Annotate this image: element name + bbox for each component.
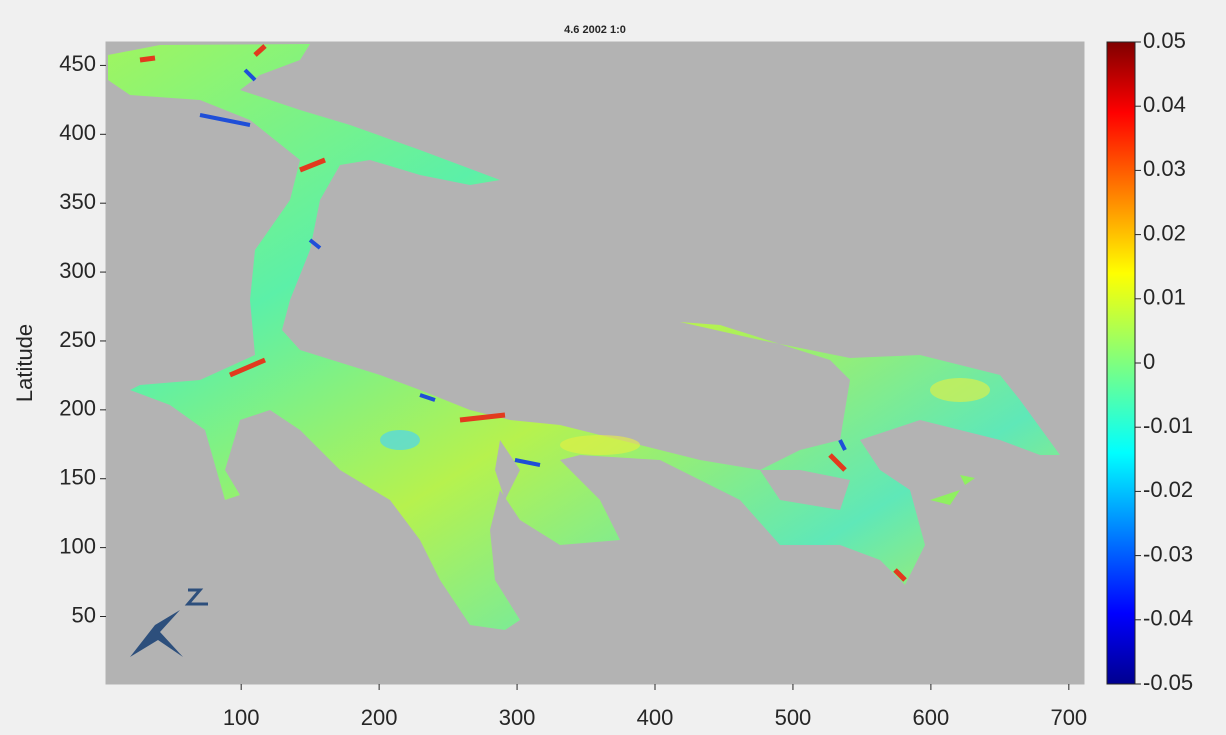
colorbar-tick-label: 0.04 [1143, 92, 1186, 117]
colorbar-tick-label: -0.03 [1143, 541, 1193, 566]
y-tick-label: 50 [72, 602, 96, 627]
colorbar [1107, 42, 1135, 684]
colorbar-tick-label: -0.05 [1143, 670, 1193, 695]
y-tick-label: 350 [59, 189, 96, 214]
north-arrow [130, 588, 208, 657]
colorbar-tick-label: -0.01 [1143, 413, 1193, 438]
y-tick-label: 200 [59, 396, 96, 421]
y-tick-label: 150 [59, 465, 96, 490]
colorbar-tick-label: 0.02 [1143, 220, 1186, 245]
y-tick-label: 400 [59, 120, 96, 145]
chart-title: 4.6 2002 1:0 [564, 24, 626, 36]
x-tick-label: 200 [361, 705, 398, 730]
y-tick-label: 300 [59, 258, 96, 283]
x-tick-label: 100 [223, 705, 260, 730]
water-field [108, 44, 1060, 630]
x-tick-label: 500 [775, 705, 812, 730]
colorbar-tick-label: -0.02 [1143, 477, 1193, 502]
colorbar-tick-label: 0.01 [1143, 285, 1186, 310]
colorbar-tick-label: 0 [1143, 349, 1155, 374]
colorbar-tick-label: 0.05 [1143, 28, 1186, 53]
y-tick-label: 250 [59, 327, 96, 352]
y-tick-label: 100 [59, 533, 96, 558]
y-axis-label: Latitude [12, 324, 37, 402]
colorbar-tick-label: -0.04 [1143, 606, 1193, 631]
x-tick-label: 700 [1050, 705, 1087, 730]
x-tick-label: 400 [637, 705, 674, 730]
y-tick-label: 450 [59, 51, 96, 76]
x-tick-label: 600 [913, 705, 950, 730]
x-tick-label: 300 [499, 705, 536, 730]
colorbar-frame [1106, 41, 1136, 685]
colorbar-tick-label: 0.03 [1143, 156, 1186, 181]
plot-frame [105, 41, 1085, 685]
